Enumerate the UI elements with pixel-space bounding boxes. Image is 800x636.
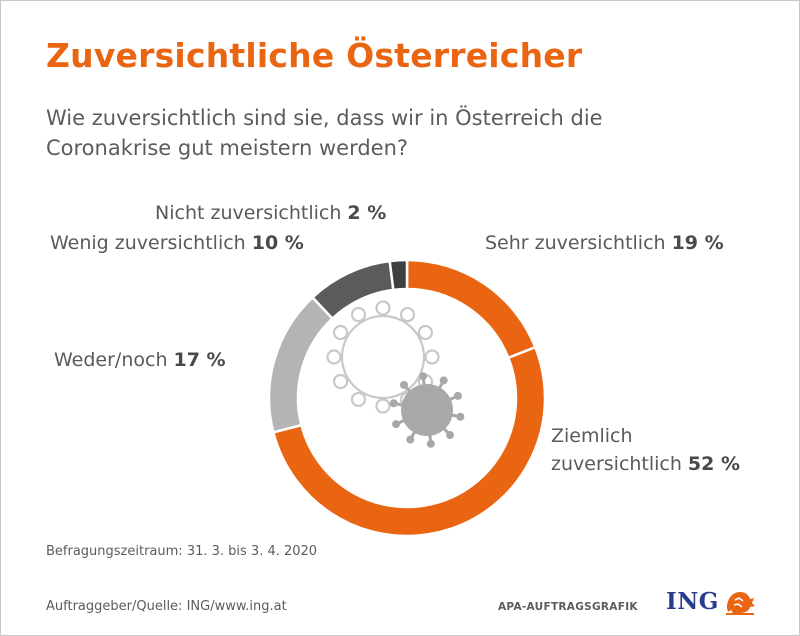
slice-ziemlich-zuversichtlich <box>271 345 547 538</box>
virus-spike <box>399 306 416 323</box>
virus-spike-tip <box>453 391 462 400</box>
label-nicht-zuversichtlich: Nicht zuversichtlich 2 % <box>155 202 386 224</box>
virus-spike <box>332 324 349 341</box>
agency-credit: APA-AUFTRAGSGRAFIK <box>498 601 638 613</box>
survey-period: Befragungszeitraum: 31. 3. bis 3. 4. 202… <box>46 544 318 559</box>
virus-spike <box>332 373 349 390</box>
virus-spike <box>417 324 434 341</box>
slice-weder-noch <box>267 295 335 434</box>
ing-wordmark: ING <box>666 587 719 615</box>
virus-spike-tip <box>439 376 448 385</box>
ing-lion-icon <box>725 592 755 615</box>
virus-spike-tip <box>426 439 435 448</box>
virus-spike <box>424 349 440 365</box>
virus-spike <box>375 398 391 414</box>
slice-sehr-zuversichtlich <box>405 258 537 360</box>
virus-spike <box>326 349 342 365</box>
virus-spike <box>375 300 391 316</box>
ing-logo: ING <box>666 586 757 616</box>
chart-title: Zuversichtliche Österreicher <box>46 36 583 75</box>
virus-spike-tip <box>419 372 428 381</box>
virus-filled-icon <box>389 372 465 448</box>
slice-nicht-zuversichtlich <box>388 258 409 292</box>
virus-spike-tip <box>456 412 465 421</box>
label-ziemlich-zuversichtlich: Ziemlich zuversichtlich 52 % <box>551 425 740 475</box>
virus-spike <box>350 391 367 408</box>
virus-spike-tip <box>406 435 415 444</box>
virus-spike-tip <box>392 420 401 429</box>
label-wenig-zuversichtlich: Wenig zuversichtlich 10 % <box>50 232 304 254</box>
label-weder-noch: Weder/noch 17 % <box>54 349 226 371</box>
label-sehr-zuversichtlich: Sehr zuversichtlich 19 % <box>485 232 724 254</box>
virus-spike-tip <box>389 399 398 408</box>
virus-spike-tip <box>400 380 409 389</box>
virus-spike-tip <box>445 431 454 440</box>
donut-slices <box>267 258 547 538</box>
virus-spike <box>350 306 367 323</box>
source-credit: Auftraggeber/Quelle: ING/www.ing.at <box>46 599 287 614</box>
chart-question: Wie zuversichtlich sind sie, dass wir in… <box>46 106 603 160</box>
